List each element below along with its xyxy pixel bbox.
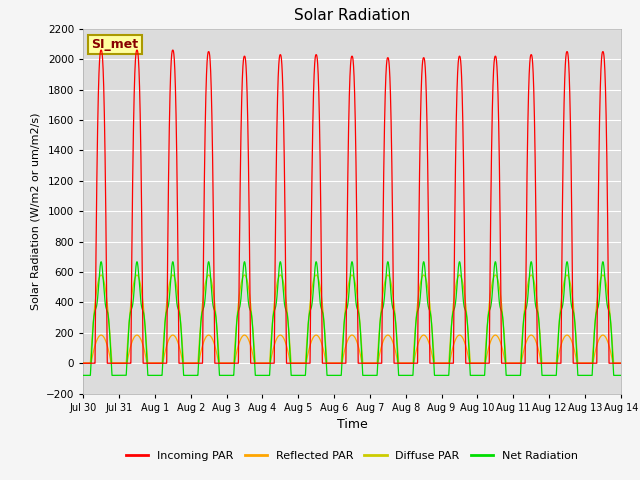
Title: Solar Radiation: Solar Radiation [294, 9, 410, 24]
Y-axis label: Solar Radiation (W/m2 or um/m2/s): Solar Radiation (W/m2 or um/m2/s) [30, 112, 40, 310]
Legend: Incoming PAR, Reflected PAR, Diffuse PAR, Net Radiation: Incoming PAR, Reflected PAR, Diffuse PAR… [122, 446, 582, 466]
Text: SI_met: SI_met [92, 38, 138, 51]
X-axis label: Time: Time [337, 418, 367, 431]
